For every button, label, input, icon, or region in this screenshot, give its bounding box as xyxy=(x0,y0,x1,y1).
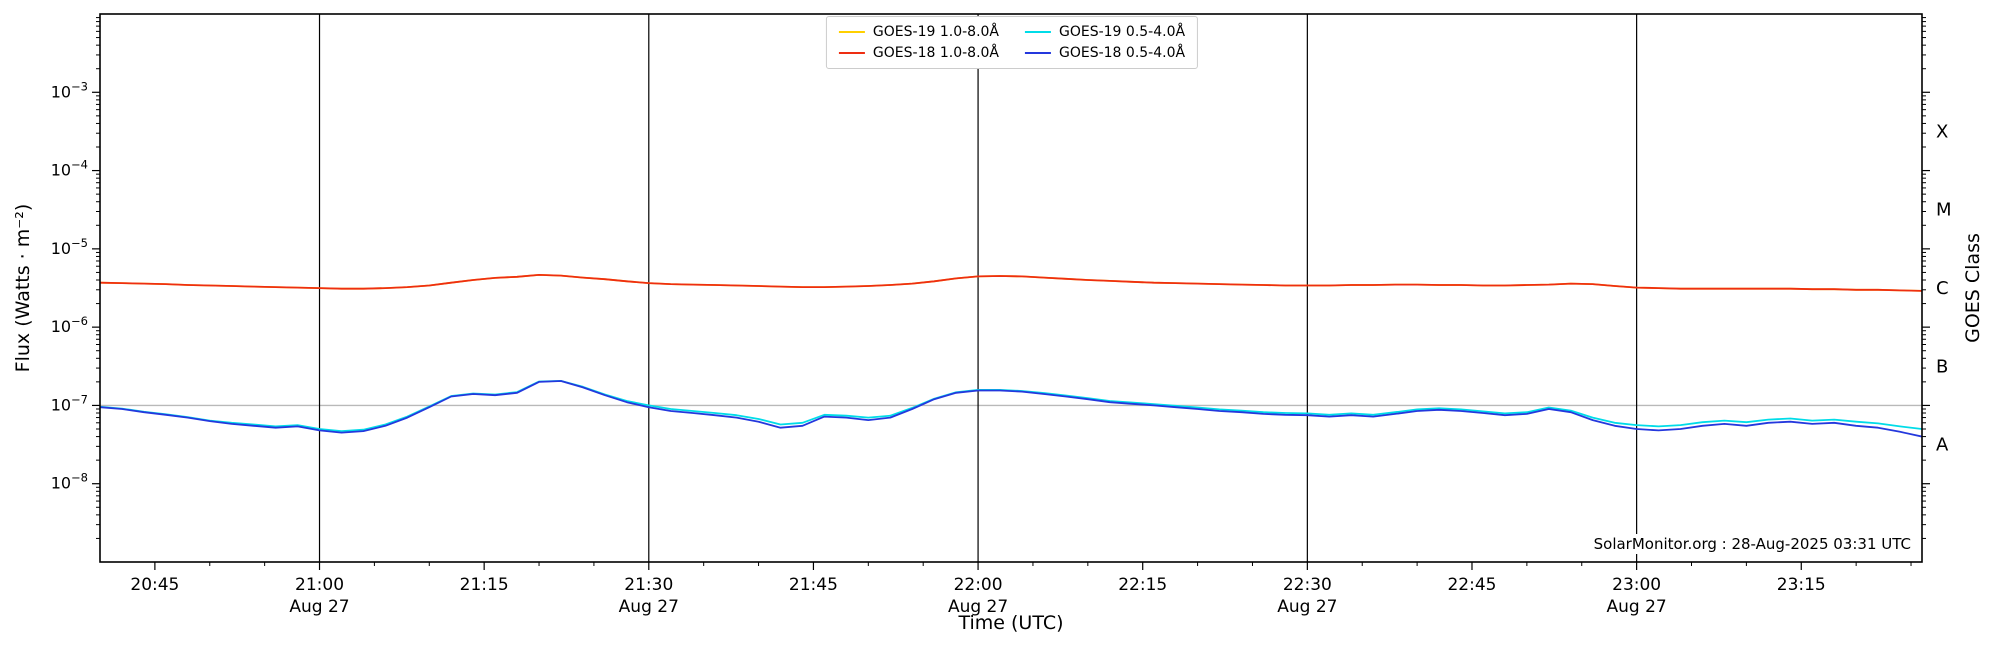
goes-class-labels: X M C B A xyxy=(1936,121,1952,455)
goes-class-letter: B xyxy=(1936,356,1948,377)
x-tick-label: 22:30 xyxy=(1283,575,1332,595)
x-tick-label: 21:15 xyxy=(460,575,509,595)
legend-swatch xyxy=(1025,52,1051,54)
y-tick-label: 10−4 xyxy=(51,158,88,180)
y-axis: 10−3 10−4 10−5 10−6 10−7 10−8 xyxy=(51,17,1930,539)
right-axis-title: GOES Class xyxy=(1962,233,1984,343)
flux-series-lines xyxy=(100,273,1922,438)
plot-frame xyxy=(99,13,1923,563)
y-tick-label: 10−8 xyxy=(51,471,88,493)
y-axis-title: Flux (Watts · m⁻²) xyxy=(12,203,34,373)
legend-swatch xyxy=(838,52,865,54)
x-axis-title: Time (UTC) xyxy=(958,612,1064,634)
x-tick-date-label: Aug 27 xyxy=(948,597,1008,617)
date-separator-lines xyxy=(318,14,1638,562)
series-line xyxy=(100,273,1922,292)
x-tick-label: 23:15 xyxy=(1777,575,1826,595)
legend: GOES-19 1.0-8.0Å GOES-18 1.0-8.0Å GOES-19 … xyxy=(825,16,1199,69)
goes-class-letter: A xyxy=(1936,435,1949,456)
legend-label: GOES-18 1.0-8.0Å xyxy=(872,45,999,61)
legend-swatch xyxy=(838,31,865,33)
legend-label: GOES-18 0.5-4.0Å xyxy=(1059,45,1186,61)
legend-item: GOES-19 1.0-8.0Å xyxy=(838,24,999,40)
goes-class-letter: X xyxy=(1936,121,1948,142)
x-tick-label: 21:45 xyxy=(789,575,838,595)
x-tick-label: 22:15 xyxy=(1118,575,1167,595)
x-tick-date-label: Aug 27 xyxy=(289,597,349,617)
legend-label: GOES-19 0.5-4.0Å xyxy=(1059,24,1186,40)
goes-class-letter: C xyxy=(1936,278,1949,299)
legend-item: GOES-19 0.5-4.0Å xyxy=(1025,24,1185,40)
x-tick-label: 21:30 xyxy=(624,575,673,595)
x-tick-label: 20:45 xyxy=(130,575,179,595)
x-tick-label: 22:45 xyxy=(1447,575,1496,595)
legend-item: GOES-18 0.5-4.0Å xyxy=(1025,45,1185,61)
y-tick-label: 10−3 xyxy=(51,79,88,101)
y-tick-label: 10−5 xyxy=(51,236,88,258)
x-tick-label: 21:00 xyxy=(295,575,344,595)
credit-text: SolarMonitor.org : 28-Aug-2025 03:31 UTC xyxy=(1590,534,1914,554)
x-tick-date-label: Aug 27 xyxy=(619,597,679,617)
legend-label: GOES-19 1.0-8.0Å xyxy=(872,24,999,40)
goes-class-letter: M xyxy=(1936,200,1952,221)
x-tick-label: 23:00 xyxy=(1612,575,1661,595)
legend-swatch xyxy=(1025,31,1051,33)
y-tick-label: 10−6 xyxy=(51,314,88,336)
x-tick-date-label: Aug 27 xyxy=(1277,597,1337,617)
y-tick-label: 10−7 xyxy=(51,392,88,414)
x-tick-date-label: Aug 27 xyxy=(1607,597,1667,617)
legend-item: GOES-18 1.0-8.0Å xyxy=(838,45,999,61)
x-tick-label: 22:00 xyxy=(954,575,1003,595)
series-line xyxy=(100,380,1922,438)
